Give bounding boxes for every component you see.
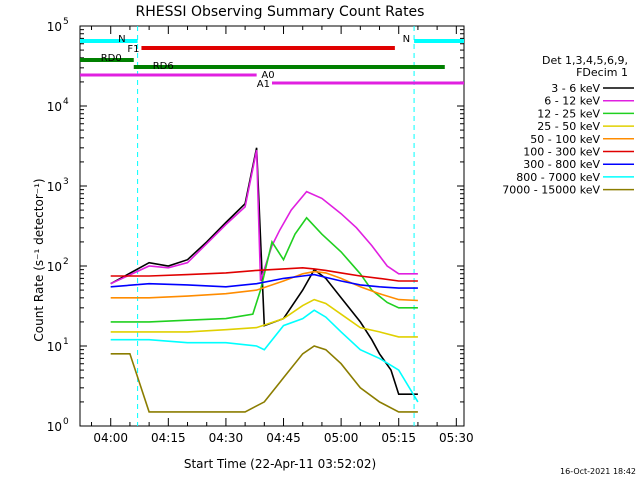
x-tick-label: 05:00 [324,431,359,445]
y-tick-label: 10 [47,260,62,274]
y-tick-exponent: 4 [63,97,69,107]
status-label-a1: A1 [257,79,270,90]
x-tick-label: 04:45 [266,431,301,445]
series-line [110,298,418,338]
series-line [110,266,418,282]
status-label-n: N [118,34,125,45]
series-line [110,216,418,323]
x-tick-label: 04:30 [209,431,244,445]
legend-entry: 800 - 7000 keV [516,171,600,184]
legend-entry: 25 - 50 keV [537,120,600,133]
series-line [110,345,418,413]
footer-timestamp: 16-Oct-2021 18:42 [560,467,636,476]
legend-entry: 300 - 800 keV [523,158,600,171]
x-axis-label: Start Time (22-Apr-11 03:52:02) [184,457,376,471]
y-tick-label: 10 [47,180,62,194]
legend-entry: 7000 - 15000 keV [502,184,600,197]
y-tick-label: 10 [47,100,62,114]
x-tick-label: 05:15 [381,431,416,445]
status-label-rd0: RD0 [101,53,122,64]
legend-entry: 50 - 100 keV [530,133,600,146]
legend-entry: 3 - 6 keV [551,82,600,95]
series-line [110,147,418,396]
x-tick-label: 04:00 [93,431,128,445]
legend-header-line: FDecim 1 [576,66,628,79]
y-tick-label: 10 [47,340,62,354]
y-tick-exponent: 3 [63,177,69,187]
y-tick-label: 10 [47,420,62,434]
x-tick-label: 04:15 [151,431,186,445]
series-line [110,309,419,403]
series-line [110,270,418,302]
y-tick-exponent: 2 [63,257,69,267]
legend-entry: 12 - 25 keV [537,107,600,120]
status-label-a0: A0 [261,70,274,81]
legend-entry: 100 - 300 keV [523,146,600,159]
status-label-rd6: RD6 [153,61,174,72]
x-tick-label: 05:30 [439,431,474,445]
y-tick-exponent: 0 [63,417,69,427]
legend-entry: 6 - 12 keV [544,95,600,108]
series-line [110,150,418,285]
status-label-f1: F1 [127,44,139,55]
y-tick-exponent: 5 [63,17,69,27]
plot-frame [79,25,465,427]
chart-title: RHESSI Observing Summary Count Rates [136,4,425,20]
y-tick-exponent: 1 [63,337,69,347]
status-label-n: N [403,34,410,45]
legend-header-line: Det 1,3,4,5,6,9, [542,54,628,67]
y-tick-label: 10 [47,20,62,34]
y-axis-label: Count Rate (s⁻¹ detector⁻¹) [32,178,46,341]
series-line [110,273,418,289]
